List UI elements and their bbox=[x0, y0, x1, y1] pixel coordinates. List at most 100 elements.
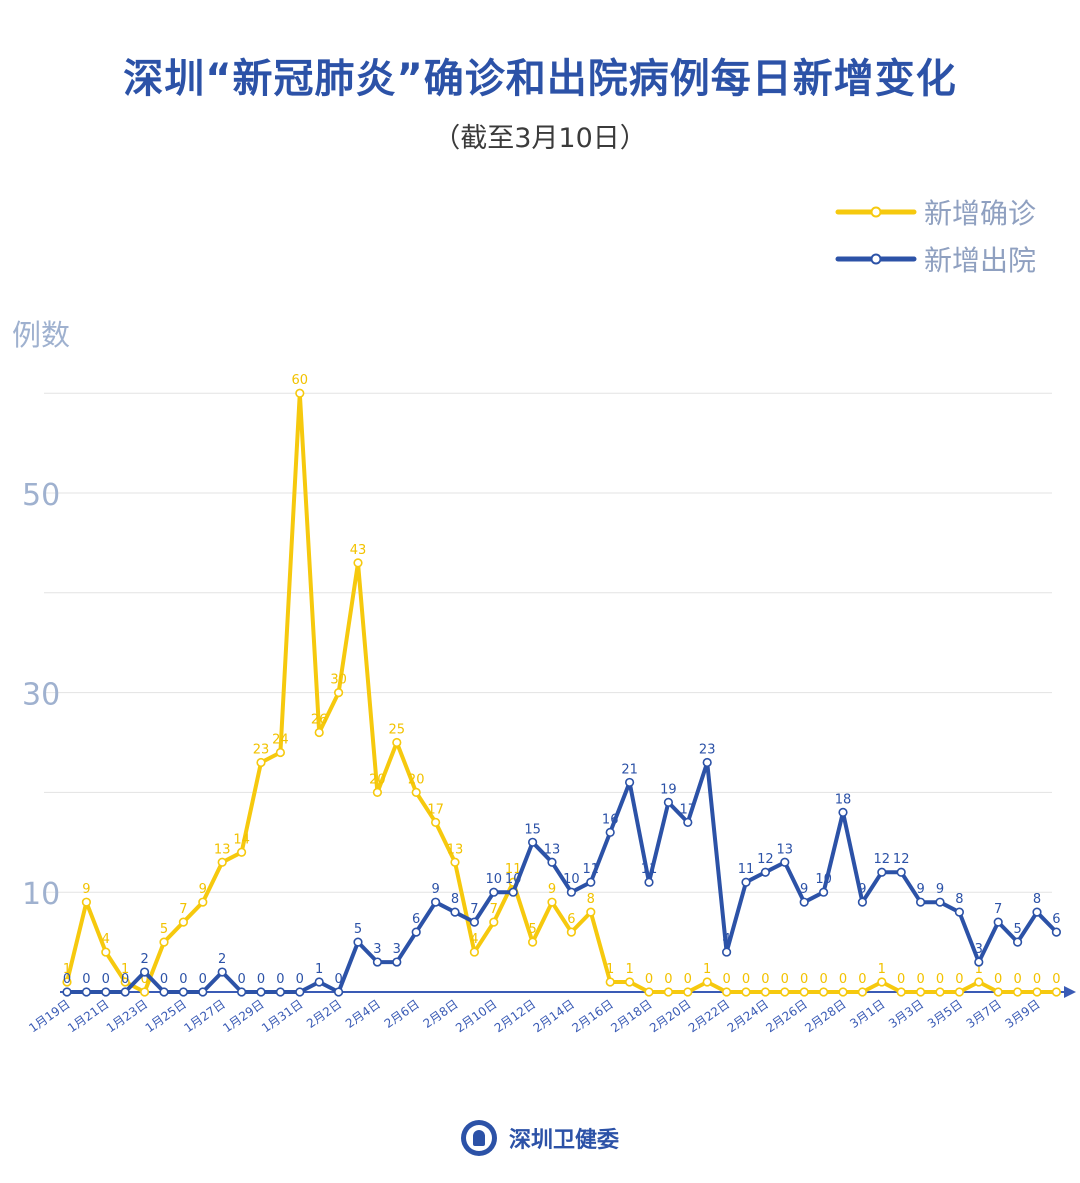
data-point bbox=[334, 687, 344, 698]
data-label: 6 bbox=[567, 912, 575, 927]
chart-subtitle: （截至3月10日） bbox=[433, 123, 647, 154]
data-label: 7 bbox=[470, 902, 478, 917]
data-label: 2 bbox=[140, 952, 148, 967]
data-point bbox=[721, 987, 732, 997]
data-label: 13 bbox=[447, 842, 464, 857]
legend-label-discharged: 新增出院 bbox=[924, 244, 1036, 277]
data-point bbox=[450, 857, 460, 867]
data-label: 10 bbox=[815, 872, 832, 887]
data-label: 7 bbox=[490, 902, 498, 917]
data-point bbox=[450, 907, 460, 917]
x-tick-label: 3月7日 bbox=[964, 997, 1004, 1031]
data-point bbox=[721, 947, 732, 957]
data-point bbox=[780, 857, 790, 867]
x-tick-label: 2月14日 bbox=[531, 997, 577, 1035]
data-point bbox=[1051, 987, 1061, 997]
data-point bbox=[702, 977, 712, 987]
data-label: 1 bbox=[315, 962, 323, 977]
data-point bbox=[1012, 987, 1023, 997]
data-point bbox=[896, 867, 906, 877]
x-tick-label: 2月16日 bbox=[569, 997, 615, 1035]
data-point bbox=[760, 867, 771, 877]
x-tick-label: 2月10日 bbox=[453, 997, 499, 1035]
data-point bbox=[508, 887, 518, 897]
data-label: 12 bbox=[757, 852, 774, 867]
x-tick-label: 2月2日 bbox=[304, 997, 344, 1031]
data-point bbox=[974, 957, 984, 967]
x-tick-label: 1月21日 bbox=[65, 997, 111, 1035]
data-label: 0 bbox=[858, 972, 866, 987]
data-label: 9 bbox=[548, 882, 556, 897]
data-label: 13 bbox=[214, 842, 231, 857]
data-point bbox=[663, 987, 674, 997]
data-point bbox=[1051, 927, 1061, 937]
data-label: 11 bbox=[738, 862, 755, 877]
data-label: 7 bbox=[179, 902, 187, 917]
data-point bbox=[644, 877, 654, 887]
data-point bbox=[838, 987, 848, 997]
data-point bbox=[527, 837, 538, 847]
series-layer: 1941057913142324602630432025201713471159… bbox=[62, 373, 1061, 997]
x-tick-label: 3月5日 bbox=[925, 997, 965, 1031]
data-point bbox=[159, 937, 169, 947]
data-label: 0 bbox=[102, 972, 110, 987]
data-label: 19 bbox=[660, 782, 677, 797]
data-label: 0 bbox=[722, 972, 730, 987]
data-point bbox=[62, 987, 72, 997]
x-axis-arrow-icon bbox=[1064, 986, 1076, 998]
data-point bbox=[857, 897, 868, 907]
data-label: 0 bbox=[645, 972, 653, 987]
data-label: 1 bbox=[121, 962, 129, 977]
data-point bbox=[81, 897, 91, 907]
data-label: 0 bbox=[664, 972, 672, 987]
y-tick-label: 50 bbox=[22, 478, 60, 513]
data-point bbox=[624, 977, 635, 987]
data-label: 8 bbox=[955, 892, 963, 907]
data-label: 3 bbox=[373, 942, 381, 957]
data-label: 0 bbox=[684, 972, 692, 987]
data-label: 4 bbox=[102, 932, 110, 947]
series-line-confirmed bbox=[65, 391, 1059, 994]
data-point bbox=[159, 987, 169, 997]
data-label: 10 bbox=[563, 872, 580, 887]
x-tick-label: 2月24日 bbox=[725, 997, 771, 1035]
data-point bbox=[818, 887, 829, 897]
data-point bbox=[275, 987, 286, 997]
x-tick-label: 2月12日 bbox=[492, 997, 538, 1035]
data-label: 0 bbox=[742, 972, 750, 987]
data-label: 0 bbox=[1052, 972, 1060, 987]
data-point bbox=[818, 987, 829, 997]
series-line-discharged bbox=[65, 760, 1059, 994]
data-label: 9 bbox=[82, 882, 90, 897]
data-point bbox=[411, 787, 421, 798]
legend: 新增确诊 新增出院 bbox=[835, 197, 1036, 277]
data-label: 13 bbox=[777, 842, 794, 857]
data-label: 26 bbox=[311, 713, 328, 728]
data-point bbox=[547, 857, 557, 867]
data-label: 1 bbox=[63, 962, 71, 977]
data-label: 20 bbox=[369, 772, 386, 787]
footer-org: 深圳卫健委 bbox=[508, 1128, 619, 1153]
data-point bbox=[314, 727, 324, 738]
data-label: 9 bbox=[916, 882, 924, 897]
data-label: 0 bbox=[296, 972, 304, 987]
x-tick-label: 3月1日 bbox=[847, 997, 887, 1031]
data-label: 6 bbox=[1052, 912, 1060, 927]
data-label: 0 bbox=[1013, 972, 1021, 987]
data-label: 17 bbox=[680, 802, 697, 817]
data-point bbox=[217, 967, 227, 977]
series-confirmed: 1941057913142324602630432025201713471159… bbox=[62, 373, 1061, 997]
data-label: 0 bbox=[994, 972, 1002, 987]
data-label: 10 bbox=[505, 872, 522, 887]
y-axis-label: 例数 bbox=[12, 318, 70, 352]
data-label: 12 bbox=[874, 852, 891, 867]
data-point bbox=[935, 987, 945, 997]
data-point bbox=[120, 987, 130, 997]
x-tick-label: 1月23日 bbox=[104, 997, 150, 1035]
data-point bbox=[198, 897, 208, 907]
y-tick-label: 10 bbox=[22, 877, 60, 912]
data-label: 9 bbox=[431, 882, 439, 897]
data-label: 1 bbox=[703, 962, 711, 977]
data-point bbox=[935, 897, 945, 907]
